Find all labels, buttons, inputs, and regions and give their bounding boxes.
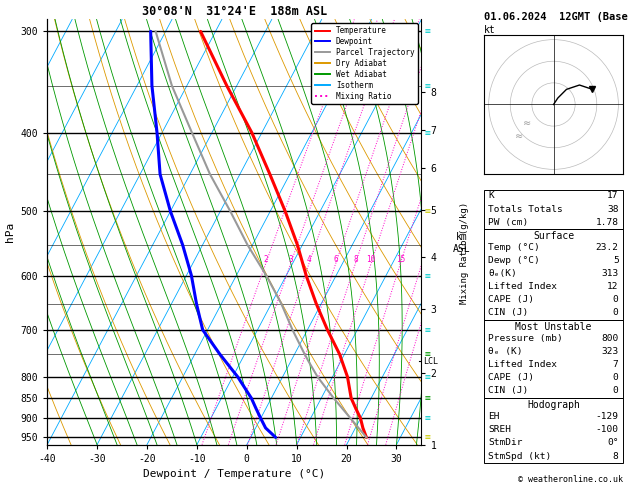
- Text: 0: 0: [613, 386, 618, 395]
- Text: -100: -100: [596, 425, 618, 434]
- Text: ≡: ≡: [425, 26, 430, 36]
- Text: ≡: ≡: [425, 413, 430, 423]
- Text: ≡: ≡: [425, 349, 430, 359]
- Text: SREH: SREH: [489, 425, 511, 434]
- X-axis label: Dewpoint / Temperature (°C): Dewpoint / Temperature (°C): [143, 469, 325, 479]
- Text: 3: 3: [288, 255, 293, 263]
- Text: 313: 313: [601, 269, 618, 278]
- Text: θₑ(K): θₑ(K): [489, 269, 517, 278]
- Text: ≡: ≡: [425, 372, 430, 382]
- Text: CAPE (J): CAPE (J): [489, 295, 535, 304]
- Text: 0: 0: [613, 373, 618, 382]
- Text: Pressure (mb): Pressure (mb): [489, 334, 563, 343]
- Text: ≈: ≈: [523, 118, 532, 128]
- Text: 8: 8: [353, 255, 358, 263]
- Text: CIN (J): CIN (J): [489, 386, 529, 395]
- Text: Dewp (°C): Dewp (°C): [489, 256, 540, 265]
- Text: 800: 800: [601, 334, 618, 343]
- Y-axis label: hPa: hPa: [5, 222, 15, 242]
- Text: ≡: ≡: [425, 271, 430, 280]
- Text: LCL: LCL: [423, 357, 438, 365]
- Text: ≡: ≡: [425, 81, 430, 91]
- Text: Surface: Surface: [533, 230, 574, 241]
- Text: 5: 5: [613, 256, 618, 265]
- Text: 1.78: 1.78: [596, 218, 618, 226]
- Text: EH: EH: [489, 413, 500, 421]
- Text: 0°: 0°: [607, 438, 618, 448]
- Text: Hodograph: Hodograph: [527, 400, 580, 410]
- Text: Lifted Index: Lifted Index: [489, 360, 557, 369]
- Y-axis label: km
ASL: km ASL: [452, 232, 470, 254]
- Text: 01.06.2024  12GMT (Base: 18): 01.06.2024 12GMT (Base: 18): [484, 12, 629, 22]
- Text: Temp (°C): Temp (°C): [489, 243, 540, 252]
- Text: ≡: ≡: [425, 206, 430, 216]
- Text: 23.2: 23.2: [596, 243, 618, 252]
- Text: Most Unstable: Most Unstable: [515, 322, 592, 332]
- Text: 8: 8: [613, 451, 618, 461]
- Text: © weatheronline.co.uk: © weatheronline.co.uk: [518, 474, 623, 484]
- Title: 30°08'N  31°24'E  188m ASL: 30°08'N 31°24'E 188m ASL: [142, 5, 327, 18]
- Text: Lifted Index: Lifted Index: [489, 282, 557, 291]
- Text: ≡: ≡: [425, 433, 430, 442]
- Text: ≡: ≡: [425, 128, 430, 138]
- Text: 4: 4: [307, 255, 311, 263]
- Text: Totals Totals: Totals Totals: [489, 205, 563, 213]
- Text: kt: kt: [484, 25, 496, 35]
- Text: 6: 6: [333, 255, 338, 263]
- Text: 17: 17: [607, 191, 618, 201]
- Text: θₑ (K): θₑ (K): [489, 347, 523, 356]
- Text: 323: 323: [601, 347, 618, 356]
- Legend: Temperature, Dewpoint, Parcel Trajectory, Dry Adiabat, Wet Adiabat, Isotherm, Mi: Temperature, Dewpoint, Parcel Trajectory…: [311, 23, 418, 104]
- Text: ≡: ≡: [425, 325, 430, 335]
- Text: 7: 7: [613, 360, 618, 369]
- Text: ≈: ≈: [515, 131, 523, 141]
- Text: StmSpd (kt): StmSpd (kt): [489, 451, 552, 461]
- Text: -129: -129: [596, 413, 618, 421]
- Text: 12: 12: [607, 282, 618, 291]
- Text: PW (cm): PW (cm): [489, 218, 529, 226]
- Text: ≡: ≡: [425, 393, 430, 403]
- Text: 0: 0: [613, 308, 618, 317]
- Text: CAPE (J): CAPE (J): [489, 373, 535, 382]
- Text: CIN (J): CIN (J): [489, 308, 529, 317]
- Text: 15: 15: [396, 255, 405, 263]
- Text: Mixing Ratio (g/kg): Mixing Ratio (g/kg): [460, 202, 469, 304]
- Text: 0: 0: [613, 295, 618, 304]
- Text: K: K: [489, 191, 494, 201]
- Text: 38: 38: [607, 205, 618, 213]
- Text: 2: 2: [264, 255, 268, 263]
- Text: StmDir: StmDir: [489, 438, 523, 448]
- Text: 10: 10: [367, 255, 376, 263]
